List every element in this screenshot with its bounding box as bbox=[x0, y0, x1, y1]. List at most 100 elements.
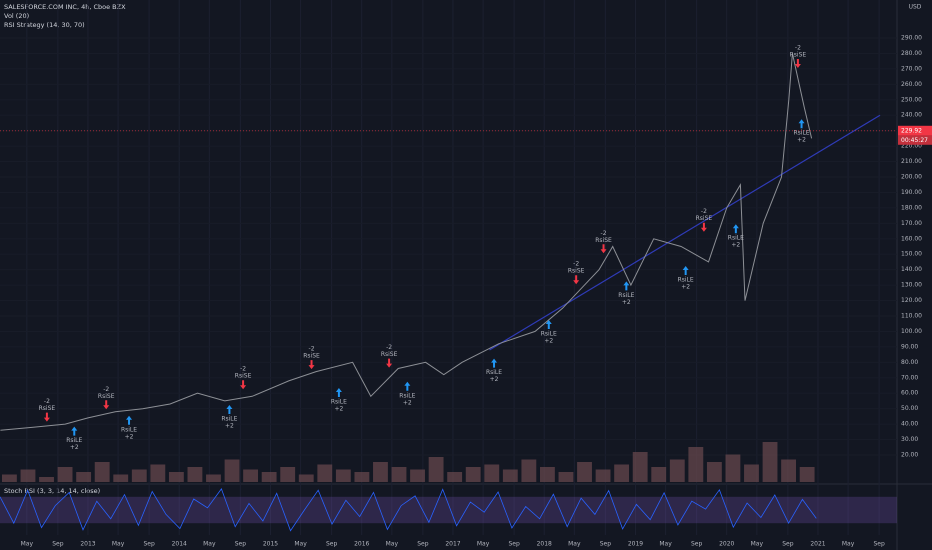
signal-qty: -2 bbox=[601, 230, 607, 237]
y-tick-label: 30.00 bbox=[901, 436, 918, 443]
x-tick-label: May bbox=[112, 541, 125, 548]
long-arrow bbox=[623, 281, 630, 291]
y-tick-label: 200.00 bbox=[901, 174, 922, 181]
signal-label: RsiLE bbox=[486, 369, 502, 376]
signal-qty: -2 bbox=[103, 386, 109, 393]
short-arrow bbox=[308, 360, 315, 370]
signal-qty: -2 bbox=[795, 44, 801, 51]
signal-qty: +2 bbox=[403, 399, 412, 406]
signal-qty: +2 bbox=[334, 405, 343, 412]
long-arrow bbox=[491, 358, 498, 368]
x-tick-label: May bbox=[568, 541, 581, 548]
volume-bar bbox=[57, 467, 73, 482]
x-tick-label: Sep bbox=[782, 541, 794, 548]
volume-bar bbox=[298, 474, 314, 482]
short-arrow bbox=[386, 358, 393, 368]
signal-qty: -2 bbox=[240, 366, 246, 373]
long-arrow bbox=[404, 381, 411, 391]
y-tick-label: 90.00 bbox=[901, 343, 918, 350]
volume-bar bbox=[725, 454, 741, 482]
long-arrow bbox=[545, 320, 552, 329]
y-tick-label: 270.00 bbox=[901, 65, 922, 72]
long-arrow bbox=[798, 119, 805, 129]
y-tick-label: 40.00 bbox=[901, 421, 918, 428]
volume-bar bbox=[280, 467, 296, 482]
x-tick-label: May bbox=[386, 541, 399, 548]
trend-line bbox=[489, 114, 881, 351]
signal-qty: -2 bbox=[573, 261, 579, 268]
volume-bar bbox=[781, 459, 797, 482]
x-tick-label: 2014 bbox=[172, 541, 187, 548]
signal-qty: +2 bbox=[544, 338, 553, 345]
short-arrow bbox=[794, 58, 801, 68]
y-tick-label: 110.00 bbox=[901, 313, 922, 320]
short-arrow bbox=[700, 222, 707, 232]
long-arrow bbox=[226, 404, 233, 414]
signal-qty: +2 bbox=[225, 422, 234, 429]
price-line bbox=[0, 53, 813, 431]
y-tick-label: 280.00 bbox=[901, 50, 922, 57]
volume-bar bbox=[113, 474, 129, 482]
volume-bar bbox=[632, 452, 648, 482]
volume-bar bbox=[20, 469, 36, 482]
signal-label: RsiSE bbox=[39, 405, 56, 412]
countdown-box bbox=[898, 135, 932, 145]
volume-bar bbox=[465, 467, 481, 482]
signal-qty: +2 bbox=[797, 137, 806, 144]
signal-label: RsiSE bbox=[595, 237, 612, 244]
short-arrow bbox=[600, 244, 607, 254]
x-tick-label: Sep bbox=[691, 541, 703, 548]
volume-bar bbox=[799, 467, 815, 482]
signal-label: RsiLE bbox=[678, 276, 694, 283]
signal-label: RsiLE bbox=[793, 130, 809, 137]
signal-label: RsiSE bbox=[568, 268, 585, 275]
volume-bar bbox=[206, 474, 221, 482]
x-tick-label: Sep bbox=[326, 541, 338, 548]
signal-qty: +2 bbox=[125, 433, 134, 440]
y-tick-label: 240.00 bbox=[901, 112, 922, 119]
chart-title: SALESFORCE.COM INC, 4h, Cboe BZX bbox=[4, 3, 126, 11]
volume-bar bbox=[335, 469, 351, 482]
signal-qty: -2 bbox=[309, 346, 315, 353]
signal-label: RsiLE bbox=[221, 415, 237, 422]
currency: USD bbox=[909, 4, 922, 11]
y-tick-label: 140.00 bbox=[901, 266, 922, 273]
short-arrow bbox=[240, 380, 247, 390]
indicator-label: Vol (20) bbox=[4, 12, 29, 20]
volume-bar bbox=[651, 467, 667, 482]
y-tick-label: 70.00 bbox=[901, 374, 918, 381]
signal-label: RsiLE bbox=[331, 398, 347, 405]
signal-qty: +2 bbox=[490, 376, 499, 383]
y-tick-label: 170.00 bbox=[901, 220, 922, 227]
volume-bar bbox=[669, 459, 685, 482]
x-tick-label: May bbox=[659, 541, 672, 548]
volume-bar bbox=[2, 474, 17, 482]
y-tick-label: 160.00 bbox=[901, 235, 922, 242]
y-tick-label: 220.00 bbox=[901, 143, 922, 150]
volume-bar bbox=[484, 464, 500, 482]
signal-label: RsiSE bbox=[235, 373, 252, 380]
last-price-label: 229.92 bbox=[901, 127, 922, 134]
x-tick-label: 2020 bbox=[719, 541, 734, 548]
y-tick-label: 50.00 bbox=[901, 405, 918, 412]
x-tick-label: Sep bbox=[508, 541, 520, 548]
stoch-title: Stoch RSI (3, 3, 14, 14, close) bbox=[4, 487, 100, 495]
signal-label: RsiSE bbox=[98, 393, 115, 400]
x-tick-label: Sep bbox=[235, 541, 247, 548]
y-tick-label: 120.00 bbox=[901, 297, 922, 304]
x-tick-label: 2017 bbox=[445, 541, 460, 548]
volume-bar bbox=[354, 472, 370, 482]
countdown: 00:45:27 bbox=[901, 137, 928, 144]
short-arrow bbox=[573, 275, 580, 285]
volume-bar bbox=[447, 472, 463, 482]
last-price-box bbox=[898, 125, 932, 136]
signal-label: RsiSE bbox=[381, 351, 398, 358]
x-tick-label: May bbox=[294, 541, 307, 548]
volume-bar bbox=[150, 464, 166, 482]
signal-qty: +2 bbox=[70, 444, 79, 451]
volume-bar bbox=[168, 472, 184, 482]
short-arrow bbox=[43, 412, 50, 422]
volume-bar bbox=[706, 462, 722, 482]
volume-bar bbox=[744, 464, 759, 482]
x-tick-label: Sep bbox=[417, 541, 429, 548]
